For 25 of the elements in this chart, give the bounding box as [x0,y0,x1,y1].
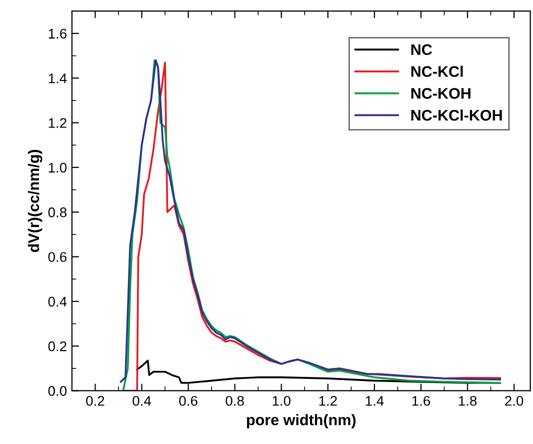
y-tick-label: 0.0 [48,386,67,396]
y-tick-label: 1.2 [48,118,66,128]
y-tick-label: 0.8 [48,207,66,218]
x-tick-label: 0.4 [132,396,152,406]
y-tick-label: 0.6 [48,252,66,262]
x-tick-label: 0.2 [86,396,104,406]
y-tick-label: 0.2 [48,341,66,352]
y-tick-label: 1.0 [48,162,67,173]
y-tick-label: 1.6 [48,28,66,39]
x-tick-label: 1.6 [412,396,430,406]
x-axis-title: pore width(nm) [246,414,356,428]
y-tick-label: 1.4 [48,74,67,84]
y-axis-title: dV(r)(cc/nm/g) [28,150,42,252]
x-tick-label: 1.2 [319,396,337,406]
legend-label: NC-KCl-KOH [411,109,502,121]
x-tick-label: 1.4 [366,396,384,406]
x-tick-label: 0.8 [226,396,244,406]
x-tick-label: 1.8 [458,396,477,406]
legend-label: NC-KOH [411,88,470,99]
y-tick-label: 0.4 [48,296,67,307]
x-tick-label: 0.6 [179,396,198,406]
x-tick-label: 1.0 [272,396,290,406]
legend-label: NC [411,44,432,56]
legend-label: NC-KCl [411,66,463,77]
x-tick-label: 2.0 [505,396,524,406]
